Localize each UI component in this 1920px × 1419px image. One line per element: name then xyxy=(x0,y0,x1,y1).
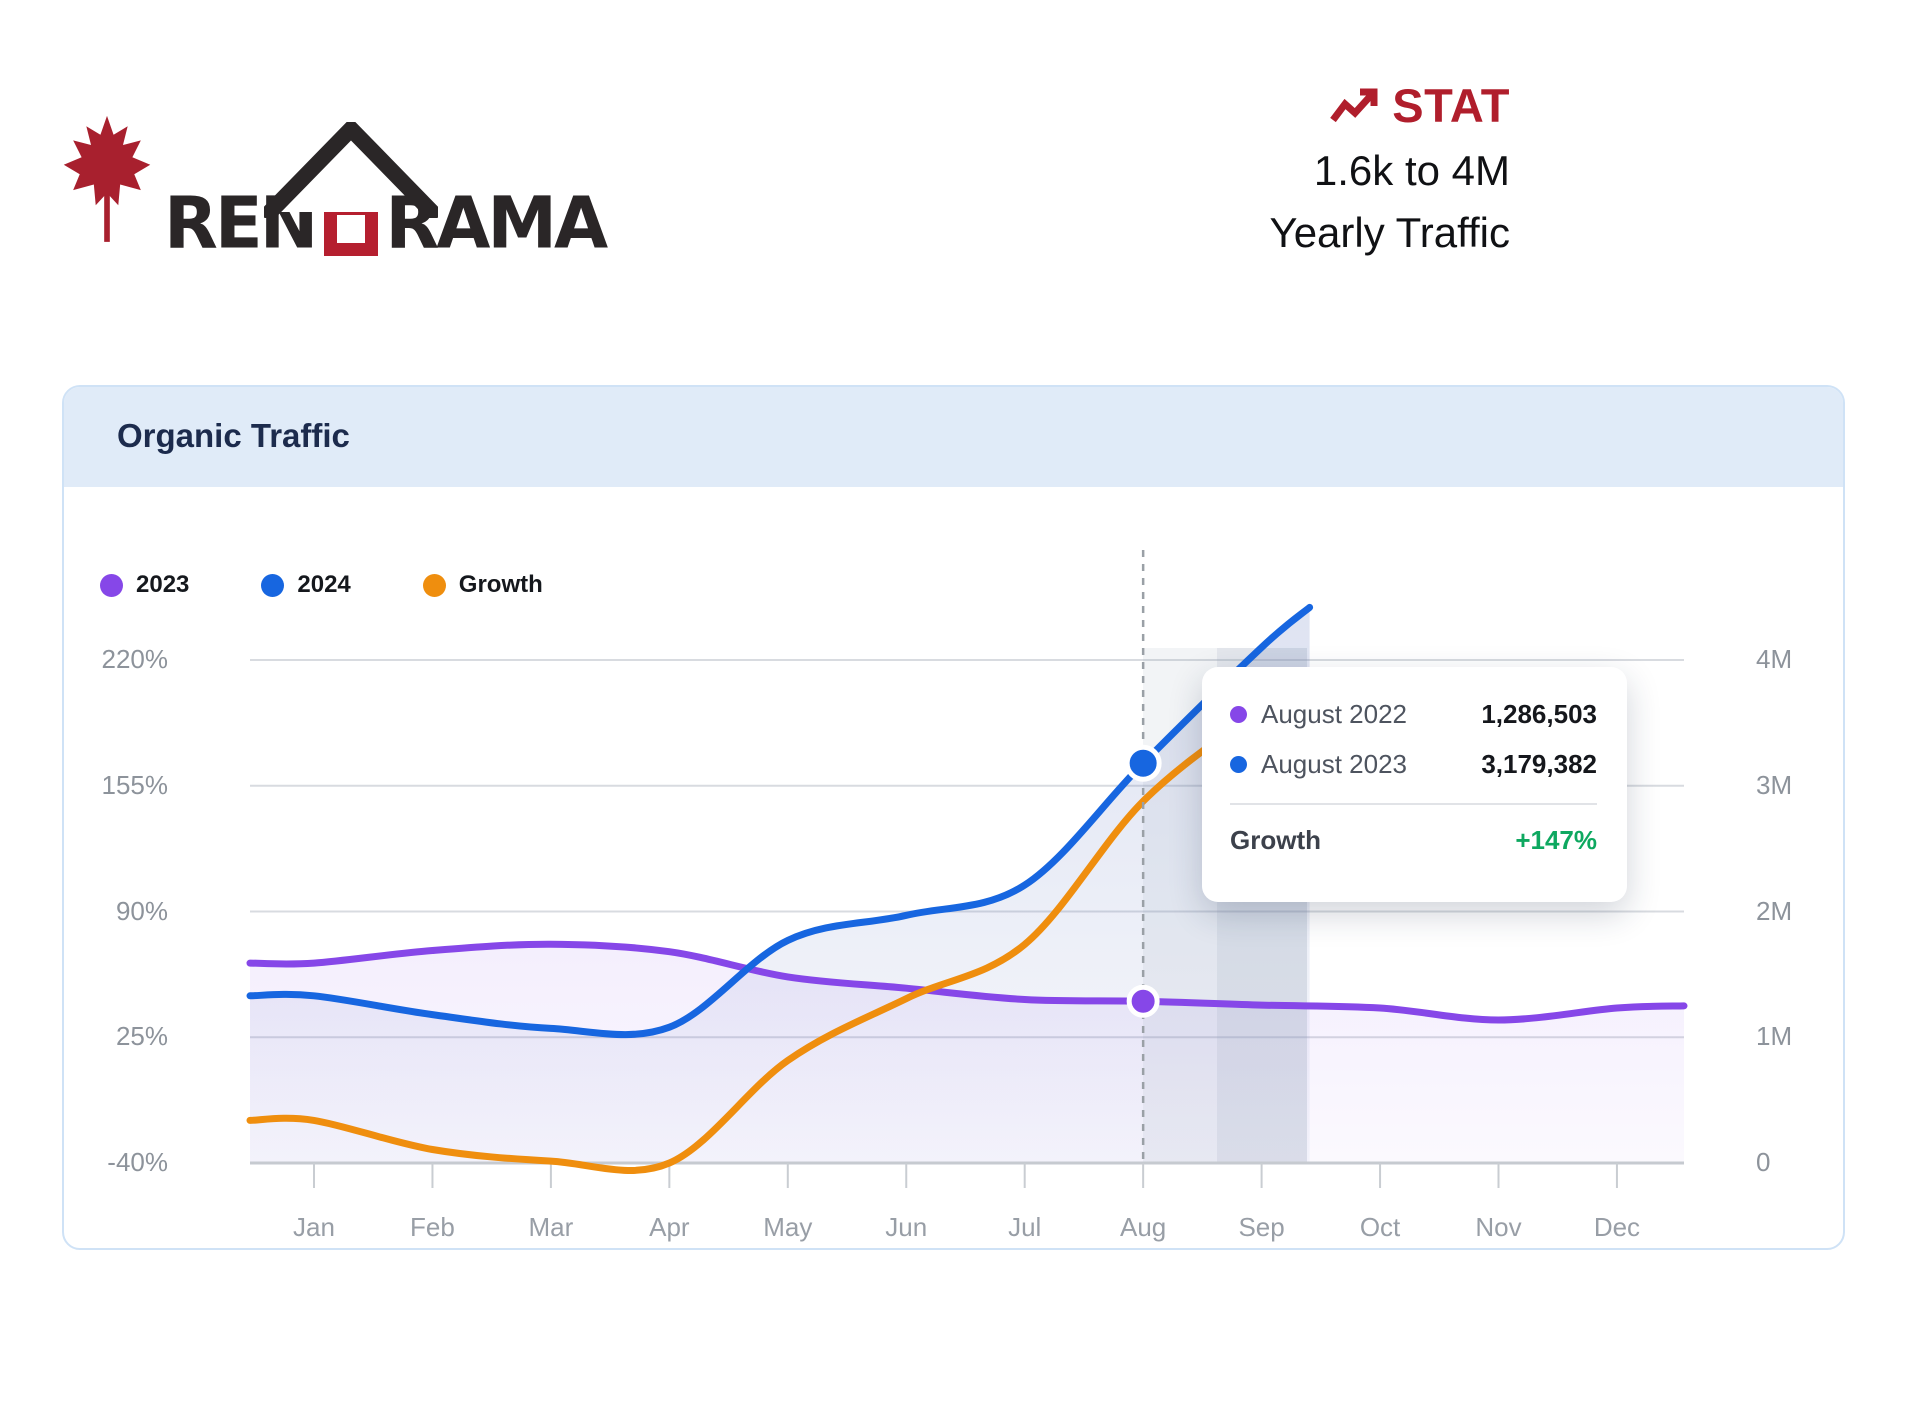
legend-dot-2024 xyxy=(261,573,285,597)
card-header: Organic Traffic xyxy=(64,387,1843,487)
legend-label-2023: 2023 xyxy=(136,571,190,598)
x-axis-month-label: Oct xyxy=(1359,1212,1401,1242)
tooltip-growth-value: +147% xyxy=(1515,825,1597,855)
series-line-2024[interactable] xyxy=(246,603,1314,1039)
legend-dot-2023 xyxy=(100,573,123,597)
tooltip-divider xyxy=(1230,803,1597,805)
area-fill-2024 xyxy=(250,607,1310,1163)
chart-legend: 2023 2024 Growth xyxy=(100,568,615,602)
y-axis-label-right: 1M xyxy=(1756,1021,1793,1052)
y-axis-label-left: 25% xyxy=(115,1021,168,1052)
legend-label-growth: Growth xyxy=(458,571,543,598)
tooltip-growth-row: Growth +147% xyxy=(1230,825,1597,856)
x-axis-month-label: Aug xyxy=(1120,1212,1167,1242)
x-axis-month-label: Jun xyxy=(885,1212,928,1242)
x-axis-month-label: Jan xyxy=(293,1212,335,1242)
logo-text-suffix: RAMA xyxy=(385,181,608,265)
y-axis-label-left: 155% xyxy=(101,769,169,800)
y-axis-label-left: -40% xyxy=(107,1147,168,1177)
x-axis-month-label: Feb xyxy=(410,1212,455,1242)
marked-point-2023-aug[interactable] xyxy=(1126,984,1160,1018)
tooltip-value-aug-2022: 1,286,503 xyxy=(1481,698,1597,729)
x-axis-month-label: Jul xyxy=(1008,1212,1042,1242)
trending-up-icon xyxy=(1330,88,1378,122)
tooltip-dot-purple xyxy=(1230,705,1247,723)
y-axis-label-left: 220% xyxy=(101,644,169,674)
tooltip-label-aug-2022: August 2022 xyxy=(1261,698,1408,729)
tooltip-value-aug-2023: 3,179,382 xyxy=(1481,748,1597,779)
tooltip-dot-blue xyxy=(1230,755,1247,773)
tooltip-row-2023: August 2023 3,179,382 xyxy=(1230,747,1597,781)
stat-label: STAT xyxy=(1392,79,1510,132)
series-line-2023[interactable] xyxy=(246,940,1688,1024)
y-axis-label-right: 2M xyxy=(1756,895,1793,926)
x-axis-month-label: Sep xyxy=(1238,1212,1285,1242)
tooltip-growth-label: Growth xyxy=(1230,825,1321,855)
chart-tooltip: August 2022 1,286,503 August 2023 3,179,… xyxy=(1202,667,1627,902)
y-axis-label-right: 3M xyxy=(1756,769,1793,800)
series-line-Growth[interactable] xyxy=(246,672,1314,1174)
legend-label-2024: 2024 xyxy=(297,571,351,598)
maple-leaf-icon xyxy=(63,115,151,242)
x-axis-month-label: Mar xyxy=(528,1212,574,1242)
legend-item-2024[interactable]: 2024 xyxy=(261,571,351,599)
stat-traffic-range: 1.6k to 4M xyxy=(1313,147,1510,194)
card-title: Organic Traffic xyxy=(117,417,350,454)
x-axis-month-label: Nov xyxy=(1475,1212,1522,1242)
tooltip-row-2022: August 2022 1,286,503 xyxy=(1230,697,1597,731)
legend-item-growth[interactable]: Growth xyxy=(422,571,543,599)
y-axis-label-right: 4M xyxy=(1756,644,1793,674)
y-axis-label-right: 0 xyxy=(1756,1147,1771,1177)
logo-roof-icon xyxy=(264,122,439,218)
y-axis-label-left: 90% xyxy=(115,895,168,926)
legend-item-2023[interactable]: 2023 xyxy=(100,571,189,599)
tooltip-label-aug-2023: August 2023 xyxy=(1261,748,1408,779)
x-axis-month-label: May xyxy=(763,1212,813,1242)
renorama-logo: REN RAMA xyxy=(60,108,720,278)
logo-house-o-icon xyxy=(264,122,439,256)
legend-dot-growth xyxy=(422,573,446,597)
x-axis-month-label: Dec xyxy=(1593,1212,1641,1242)
marked-point-2024-aug[interactable] xyxy=(1124,744,1162,782)
x-axis-month-label: Apr xyxy=(649,1212,690,1242)
stat-traffic-caption: Yearly Traffic xyxy=(1269,209,1510,256)
logo-wordmark: REN RAMA xyxy=(164,122,608,265)
stat-block: STAT 1.6k to 4M Yearly Traffic xyxy=(1010,78,1510,257)
